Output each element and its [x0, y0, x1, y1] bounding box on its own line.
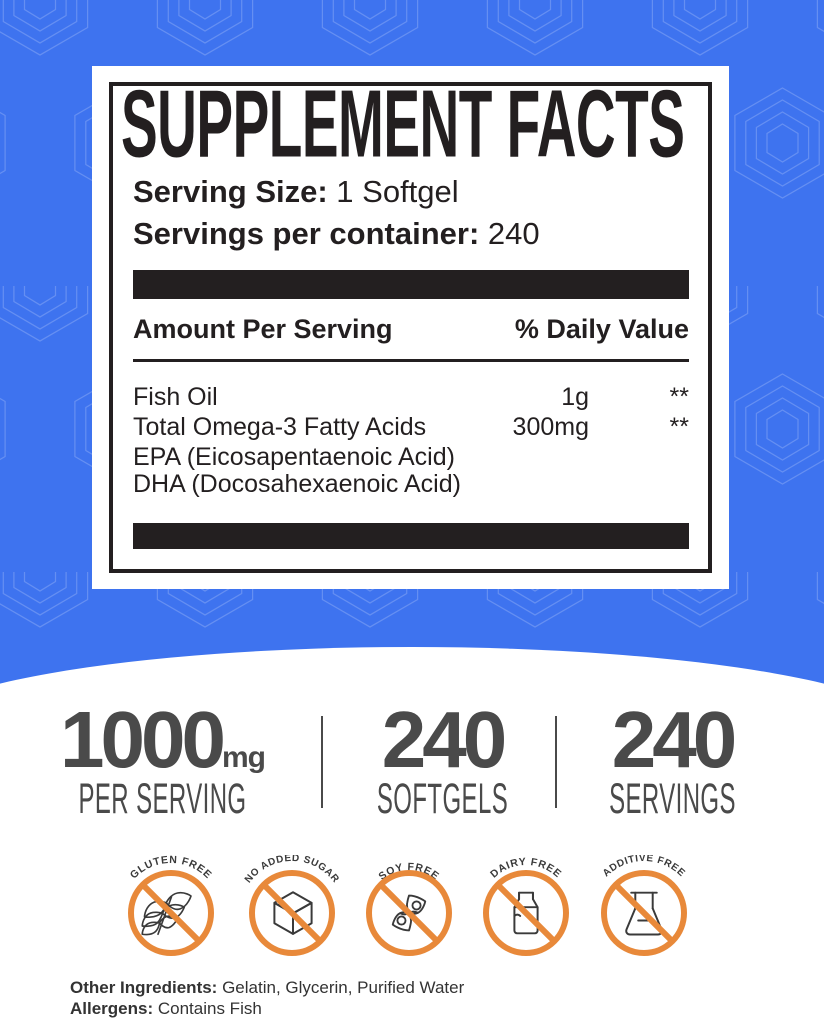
svg-text:DAIRY FREE: DAIRY FREE	[488, 856, 564, 881]
svg-text:GLUTEN FREE: GLUTEN FREE	[128, 855, 214, 881]
